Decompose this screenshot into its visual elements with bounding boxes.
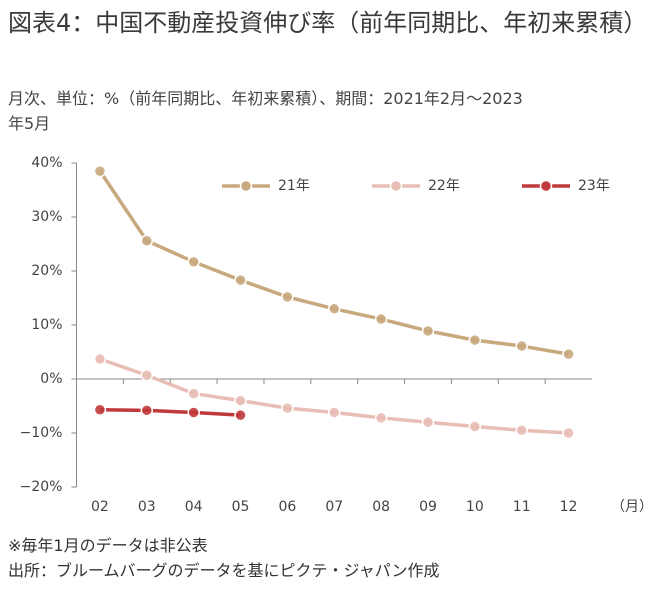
data-point <box>140 234 154 248</box>
x-tick-label: 09 <box>419 499 437 515</box>
legend-label: 22年 <box>428 178 460 194</box>
x-tick-label: 07 <box>325 499 343 515</box>
data-point <box>328 406 341 419</box>
data-point <box>515 339 528 353</box>
y-tick-label: 10% <box>31 317 62 333</box>
data-point <box>328 302 341 316</box>
data-point <box>140 368 154 382</box>
x-tick-label: 04 <box>185 499 203 515</box>
data-point <box>562 347 575 361</box>
note: 出所：ブルームバーグのデータを基にピクテ・ジャパン作成 <box>8 561 440 580</box>
data-point <box>281 401 294 415</box>
x-tick-label: 02 <box>91 499 109 515</box>
series-line <box>99 357 569 435</box>
x-tick-label: 10 <box>466 499 484 515</box>
legend-label: 21年 <box>278 178 310 194</box>
chart-subtitle: 月次、単位：%（前年同期比、年初来累積）、期間：2021年2月～2023年5月 <box>8 89 523 133</box>
y-tick-label: −20% <box>20 479 63 495</box>
x-tick-label: 08 <box>372 499 390 515</box>
data-point <box>374 411 388 425</box>
x-tick-label: 05 <box>232 499 250 515</box>
data-point <box>281 290 294 304</box>
legend-marker <box>539 179 553 193</box>
legend-label: 23年 <box>578 178 610 194</box>
data-point <box>93 403 107 417</box>
data-point <box>93 164 107 178</box>
x-axis-label: （月） <box>611 499 653 515</box>
data-point <box>234 273 247 287</box>
data-point <box>515 424 528 437</box>
data-point <box>562 426 575 440</box>
data-point <box>93 352 107 366</box>
data-point <box>234 394 247 407</box>
x-tick-label: 03 <box>138 499 156 515</box>
data-point <box>187 387 200 400</box>
legend-marker <box>239 179 253 193</box>
x-tick-label: 11 <box>513 499 531 515</box>
data-point <box>234 408 247 422</box>
note: ※毎年1月のデータは非公表 <box>8 536 208 555</box>
data-point <box>468 333 482 347</box>
y-tick-label: 0% <box>40 371 62 387</box>
series-line <box>98 170 569 356</box>
data-point <box>421 415 435 429</box>
x-tick-label: 06 <box>278 499 296 515</box>
y-tick-label: −10% <box>20 425 63 441</box>
data-point <box>187 255 200 269</box>
y-tick-label: 20% <box>31 263 62 279</box>
y-tick-label: 40% <box>31 155 62 171</box>
y-tick-label: 30% <box>31 209 62 225</box>
series-line <box>99 408 241 417</box>
data-point <box>140 404 154 417</box>
data-point <box>187 406 200 419</box>
data-point <box>468 420 482 433</box>
chart: （月） −20% −10% 0% 10% 20% 30% 40% 02 03 04 05 06 07 08… <box>20 155 653 515</box>
data-point <box>374 312 388 326</box>
data-point <box>421 324 435 338</box>
x-tick-label: 12 <box>560 499 578 515</box>
chart-title: 図表4：中国不動産投資伸び率（前年同期比、年初来累積） <box>8 9 648 37</box>
legend-marker <box>389 179 403 193</box>
